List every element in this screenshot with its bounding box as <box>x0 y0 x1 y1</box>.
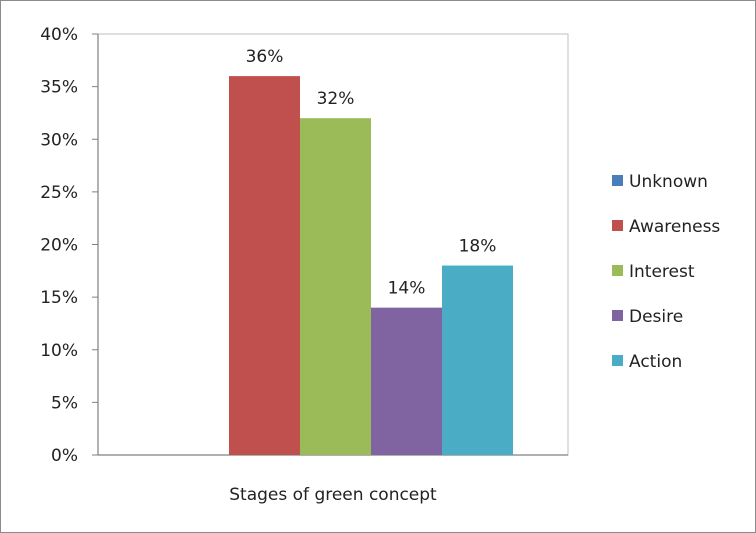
y-tick-label: 25% <box>40 183 78 203</box>
legend-label-awareness: Awareness <box>629 217 720 237</box>
bar-action <box>442 265 513 455</box>
y-tick-label: 5% <box>51 393 78 413</box>
y-tick-label: 20% <box>40 236 78 256</box>
bar-interest <box>300 118 371 455</box>
legend-swatch-awareness <box>612 220 623 231</box>
x-axis-title: Stages of green concept <box>229 485 437 505</box>
legend-label-interest: Interest <box>629 262 695 282</box>
data-label-awareness: 36% <box>246 47 284 67</box>
legend-label-action: Action <box>629 352 682 372</box>
y-tick-label: 35% <box>40 78 78 98</box>
bar-awareness <box>229 76 300 455</box>
bars <box>229 76 513 455</box>
y-tick-label: 15% <box>40 288 78 308</box>
legend-label-desire: Desire <box>629 307 683 327</box>
legend-swatch-action <box>612 355 623 366</box>
data-label-desire: 14% <box>388 279 426 299</box>
y-axis-ticks: 0% 5% 10% 15% 20% 25% 30% 35% 40% <box>40 25 98 466</box>
legend-swatch-desire <box>612 310 623 321</box>
legend-label-unknown: Unknown <box>629 172 708 192</box>
y-tick-label: 30% <box>40 130 78 150</box>
data-label-action: 18% <box>459 237 497 257</box>
legend-swatch-unknown <box>612 175 623 186</box>
data-labels: 36% 32% 14% 18% <box>246 47 497 299</box>
legend-swatch-interest <box>612 265 623 276</box>
y-tick-label: 40% <box>40 25 78 45</box>
bar-desire <box>371 307 442 455</box>
legend: Unknown Awareness Interest Desire Action <box>612 172 720 372</box>
y-tick-label: 0% <box>51 446 78 466</box>
data-label-interest: 32% <box>317 89 355 109</box>
y-tick-label: 10% <box>40 341 78 361</box>
